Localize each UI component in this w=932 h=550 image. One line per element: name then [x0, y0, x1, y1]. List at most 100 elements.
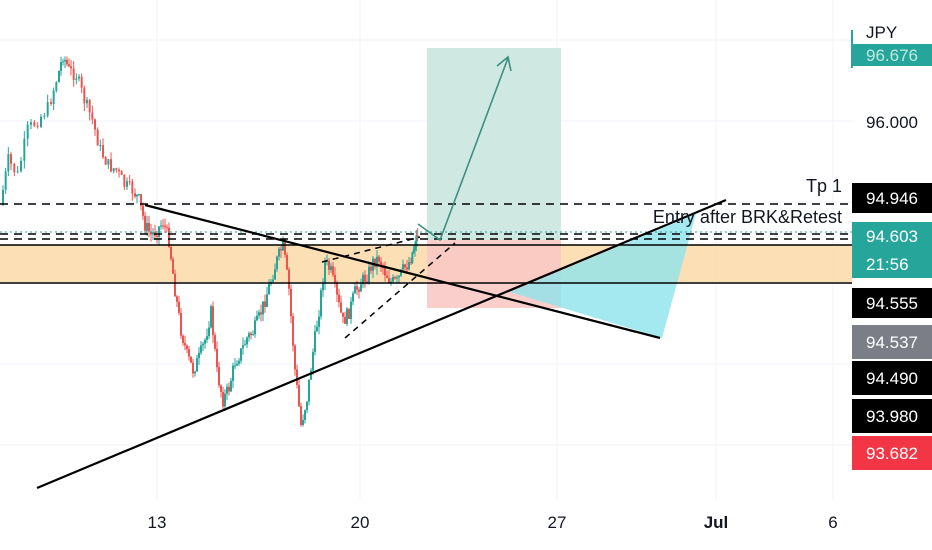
candle [332, 262, 334, 277]
price-tag-text: 94.490 [866, 369, 918, 388]
candle [266, 287, 268, 308]
candle [396, 275, 398, 283]
ascending-trendline[interactable] [36, 198, 727, 490]
candle [288, 267, 290, 296]
candle [104, 155, 107, 165]
candle [80, 73, 83, 94]
price-tag: 21:56 [852, 250, 932, 278]
candle [40, 114, 42, 129]
candle [64, 56, 66, 69]
candle [354, 282, 356, 294]
candle [176, 294, 178, 308]
candle [216, 341, 218, 373]
price-tag-text: 21:56 [866, 255, 909, 274]
candle [23, 131, 26, 169]
candle [246, 336, 248, 349]
candle [260, 304, 262, 322]
price-tag-text: 94.537 [866, 333, 918, 352]
candle [166, 224, 168, 232]
candle [292, 313, 294, 352]
candle [75, 73, 78, 85]
candle [43, 113, 46, 120]
tp1-label[interactable]: Tp 1 [806, 176, 842, 196]
x-tick-label: 20 [351, 513, 370, 532]
candle [192, 358, 194, 378]
x-tick-label: Jul [704, 513, 729, 532]
time-axis[interactable]: 13 20 27 Jul 6 [0, 500, 932, 550]
price-tag-text: 94.603 [866, 227, 918, 246]
candle [86, 96, 88, 109]
supply-demand-zone[interactable] [0, 245, 852, 282]
candle [210, 304, 212, 329]
candle [206, 328, 208, 343]
y-tick-label: 96.000 [866, 113, 918, 132]
candle [370, 264, 372, 274]
candle [170, 245, 172, 261]
price-tag: 94.603 [852, 222, 932, 250]
candle [286, 252, 288, 271]
candle [123, 174, 126, 190]
candle [178, 295, 180, 316]
candle [102, 138, 104, 160]
candle [194, 370, 196, 377]
candle [4, 167, 7, 194]
price-tag-text: 94.946 [866, 189, 918, 208]
target-zone[interactable] [427, 48, 561, 240]
candle [268, 279, 270, 295]
candle [360, 278, 362, 292]
candle [328, 257, 330, 275]
candle [280, 244, 282, 259]
price-tag: 94.537 [852, 325, 932, 359]
candle [110, 152, 112, 173]
candles [2, 56, 419, 427]
candle [228, 382, 230, 396]
candle [150, 223, 152, 242]
candle [416, 228, 419, 242]
top-price-text: 96.676 [866, 46, 918, 65]
candle [164, 218, 166, 233]
price-axis[interactable]: JPY 96.676 96.000 94.946 94.603 21:56 94.55… [851, 0, 932, 550]
candle [26, 121, 29, 147]
candle [107, 158, 110, 169]
candle [352, 291, 354, 306]
price-tag: 93.682 [852, 436, 932, 470]
candle [348, 308, 350, 320]
projected-path[interactable] [417, 57, 509, 242]
price-tag: 93.980 [852, 399, 932, 433]
wedge-upper-line[interactable] [321, 236, 421, 263]
descending-trendline[interactable] [144, 203, 661, 340]
candle [83, 85, 86, 111]
candle [248, 331, 250, 342]
candle [138, 193, 140, 197]
candle [182, 334, 184, 346]
candle [364, 270, 366, 288]
candle [30, 118, 32, 130]
entry-label[interactable]: Entry after BRK&Retest [653, 207, 842, 227]
candle [224, 389, 226, 412]
candle [96, 127, 99, 146]
candle [94, 118, 96, 136]
candle [368, 261, 370, 285]
candle [99, 139, 102, 152]
price-tag: 94.555 [852, 288, 932, 318]
candle [272, 274, 274, 283]
candle [264, 294, 266, 313]
price-tag: 94.946 [852, 183, 932, 213]
candle [131, 178, 134, 201]
candle [386, 270, 388, 279]
wedge-lower-line[interactable] [344, 242, 456, 339]
candle [340, 295, 342, 314]
candle [304, 409, 306, 424]
candle [242, 337, 244, 355]
candle [148, 215, 150, 238]
candle [196, 355, 198, 372]
candle [278, 246, 280, 261]
candle [202, 341, 204, 352]
candle [380, 257, 382, 273]
candle [162, 219, 164, 230]
candle [33, 120, 36, 128]
candle [294, 343, 296, 376]
candle [10, 151, 12, 171]
candle [302, 414, 304, 427]
